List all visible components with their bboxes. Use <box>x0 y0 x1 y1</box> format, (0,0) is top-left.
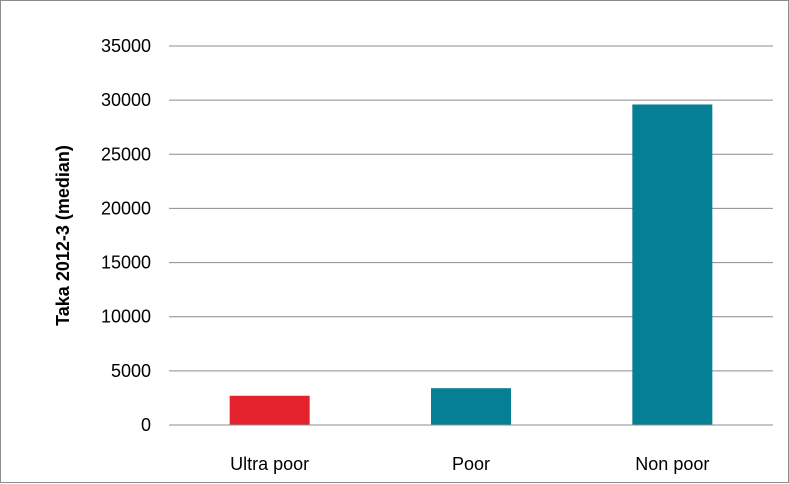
y-tick-label: 20000 <box>101 198 151 218</box>
gridlines <box>169 45 773 372</box>
y-tick-label: 30000 <box>101 90 151 110</box>
y-tick-label: 10000 <box>101 307 151 327</box>
x-tick-label: Ultra poor <box>230 454 309 474</box>
y-tick-label: 25000 <box>101 144 151 164</box>
y-axis-label: Taka 2012-3 (median) <box>53 145 73 326</box>
bar-poor <box>431 388 511 425</box>
x-tick-label: Non poor <box>635 454 709 474</box>
y-tick-label: 5000 <box>111 361 151 381</box>
bars <box>229 104 713 425</box>
y-tick-label: 0 <box>141 415 151 435</box>
x-tick-labels: Ultra poor Poor Non poor <box>230 454 709 474</box>
y-tick-labels: 0 5000 10000 15000 20000 25000 30000 35000 <box>101 36 151 435</box>
y-tick-label: 15000 <box>101 253 151 273</box>
y-tick-label: 35000 <box>101 36 151 56</box>
bar-non-poor <box>632 104 713 425</box>
bar-ultra-poor <box>229 395 310 425</box>
x-tick-label: Poor <box>452 454 490 474</box>
